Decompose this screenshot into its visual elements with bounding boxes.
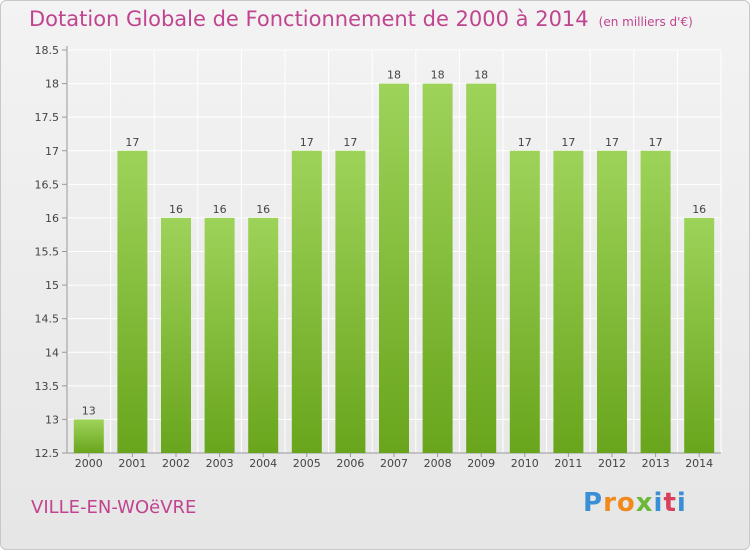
logo-letter: P	[583, 488, 604, 518]
x-tick-label: 2005	[293, 457, 321, 470]
chart-title-text: Dotation Globale de Fonctionnement de 20…	[29, 7, 589, 31]
x-tick-label: 2014	[685, 457, 713, 470]
bar	[161, 217, 191, 453]
bar	[335, 150, 366, 453]
chart-unit: (en milliers d'€)	[598, 15, 693, 29]
logo-letter: r	[603, 488, 617, 518]
value-label: 16	[169, 203, 183, 216]
value-label: 18	[474, 69, 488, 82]
logo-letter: o	[616, 488, 636, 518]
x-tick-label: 2008	[424, 457, 452, 470]
bar	[509, 150, 540, 453]
bar	[466, 83, 497, 453]
bar	[553, 150, 584, 453]
bar	[117, 150, 148, 453]
y-tick-label: 14	[45, 346, 59, 359]
y-tick-label: 14.5	[35, 313, 60, 326]
bar	[379, 83, 409, 453]
y-tick-label: 18	[45, 78, 59, 91]
logo-letter: i	[653, 488, 664, 518]
x-tick-label: 2009	[467, 457, 495, 470]
y-tick-label: 15	[45, 279, 59, 292]
proxiti-logo: Proxiti	[583, 488, 687, 518]
y-tick-label: 17	[45, 145, 59, 158]
x-tick-label: 2006	[336, 457, 364, 470]
bar	[640, 150, 671, 453]
logo-letter: x	[635, 488, 654, 518]
y-tick-label: 17.5	[35, 111, 60, 124]
y-tick-label: 12.5	[35, 447, 60, 460]
bars	[73, 83, 715, 453]
value-label: 17	[125, 136, 139, 149]
y-tick-label: 13	[45, 413, 59, 426]
bar	[684, 217, 715, 453]
bar	[597, 150, 627, 453]
logo-letter: i	[676, 488, 687, 518]
x-tick-label: 2000	[75, 457, 103, 470]
x-tick-label: 2010	[511, 457, 539, 470]
value-label: 13	[82, 404, 96, 417]
y-tick-label: 16.5	[35, 178, 60, 191]
value-label: 17	[605, 136, 619, 149]
x-tick-label: 2011	[554, 457, 582, 470]
value-label: 16	[213, 203, 227, 216]
value-label: 16	[256, 203, 270, 216]
value-label: 17	[649, 136, 663, 149]
logo-letter: t	[663, 488, 677, 518]
x-tick-label: 2002	[162, 457, 190, 470]
chart-title: Dotation Globale de Fonctionnement de 20…	[29, 7, 693, 31]
value-label: 18	[431, 69, 445, 82]
bar	[422, 83, 453, 453]
y-tick-label: 18.5	[35, 44, 60, 57]
value-label: 16	[692, 203, 706, 216]
value-label: 18	[387, 69, 401, 82]
y-tick-label: 15.5	[35, 246, 60, 259]
x-tick-label: 2013	[642, 457, 670, 470]
x-tick-label: 2007	[380, 457, 408, 470]
commune-name: VILLE-EN-WOëVRE	[31, 497, 197, 518]
bar	[248, 217, 279, 453]
labels: 12.5 13 13.5 14 14.5 15 15.5 16 16.5 17 17.5 18 18.5…	[35, 44, 714, 470]
x-tick-label: 2003	[206, 457, 234, 470]
value-label: 17	[518, 136, 532, 149]
value-label: 17	[343, 136, 357, 149]
x-tick-label: 2012	[598, 457, 626, 470]
y-tick-label: 16	[45, 212, 59, 225]
value-label: 17	[300, 136, 314, 149]
x-tick-label: 2004	[249, 457, 277, 470]
y-tick-label: 13.5	[35, 380, 60, 393]
x-tick-label: 2001	[118, 457, 146, 470]
bar	[73, 419, 104, 453]
bar	[204, 217, 235, 453]
value-label: 17	[561, 136, 575, 149]
bar	[291, 150, 322, 453]
